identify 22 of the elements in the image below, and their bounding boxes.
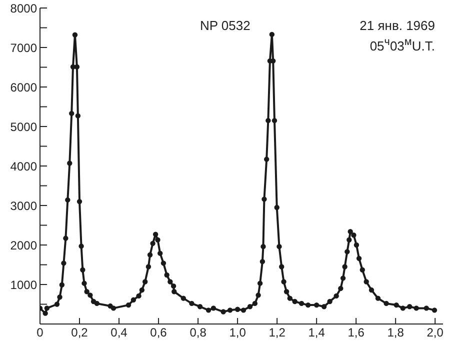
x-tick-label: 0,8 bbox=[190, 326, 207, 340]
y-tick-label: 8000 bbox=[10, 1, 38, 16]
y-tick-label: 5000 bbox=[10, 120, 38, 134]
x-tick-label: 1,8 bbox=[387, 326, 404, 340]
x-tick-label: 0,4 bbox=[110, 326, 128, 340]
y-tick-label: 4000 bbox=[10, 159, 38, 174]
x-tick-label: 1,2 bbox=[268, 326, 286, 340]
x-tick-label: 1,0 bbox=[229, 326, 246, 340]
x-tick-label: 1,6 bbox=[348, 326, 365, 340]
x-tick-label: 0,6 bbox=[150, 326, 168, 340]
x-tick-label: 0 bbox=[36, 326, 44, 340]
y-tick-label: 3000 bbox=[10, 198, 38, 213]
y-tick-label: 1000 bbox=[10, 278, 38, 292]
y-tick-label: 2000 bbox=[10, 238, 38, 252]
y-tick-label: 7000 bbox=[10, 40, 38, 55]
y-tick-label: 6000 bbox=[10, 80, 38, 94]
annotation: NP 0532 bbox=[200, 18, 250, 33]
annotation: 21 янв. 1969 bbox=[360, 18, 435, 33]
x-tick-label: 1,4 bbox=[308, 326, 326, 340]
x-tick-label: 2,0 bbox=[426, 326, 444, 340]
x-tick-label: 0,2 bbox=[71, 326, 88, 340]
annotation: 05$^{ч}$03$^{м}$U.T. bbox=[370, 36, 435, 54]
